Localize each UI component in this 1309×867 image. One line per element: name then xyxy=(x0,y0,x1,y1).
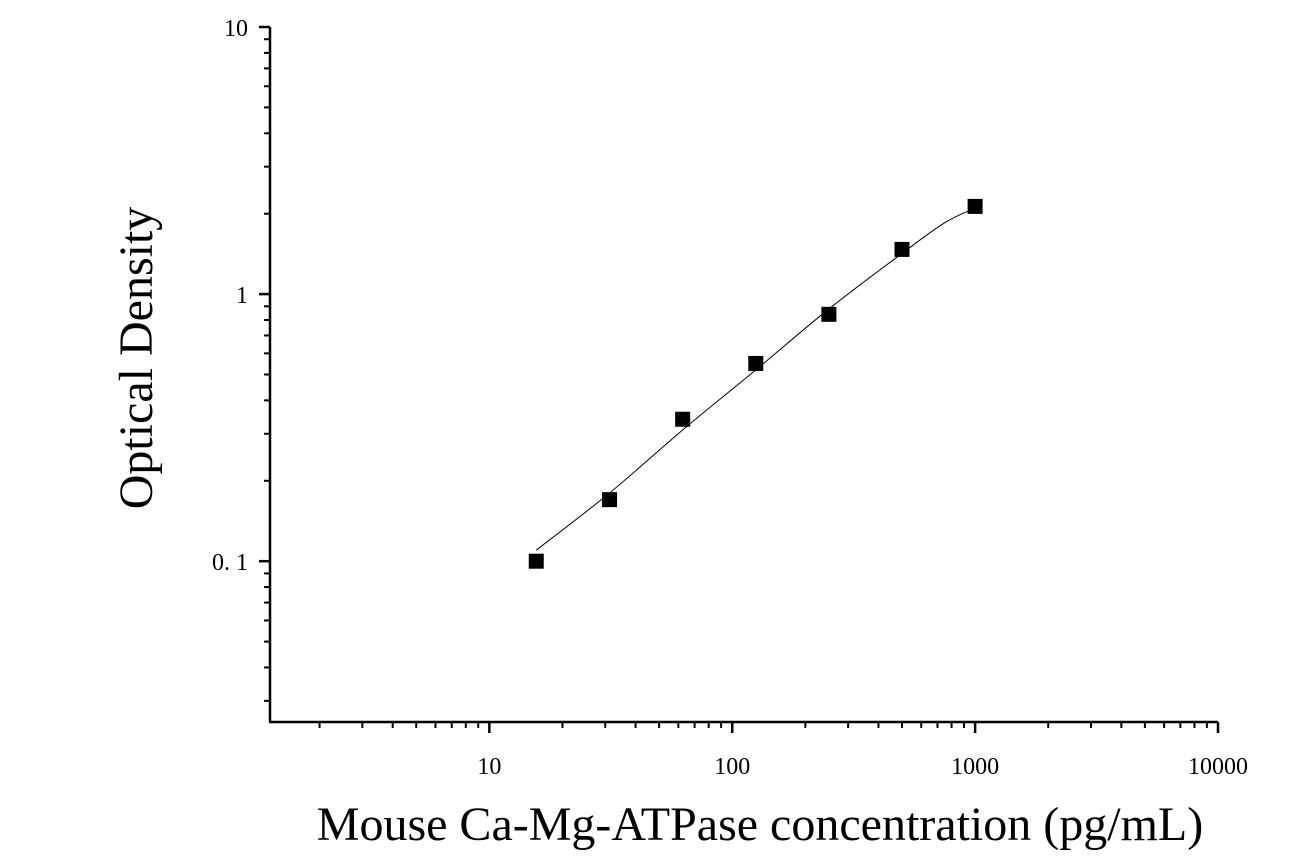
data-point xyxy=(894,241,910,257)
y-axis-title: Optical Density xyxy=(110,207,163,510)
data-point xyxy=(528,553,544,569)
x-tick-labels: 10 100 1000 10000 xyxy=(477,754,1248,780)
y-tick-label: 0. 1 xyxy=(212,550,248,576)
data-point xyxy=(675,411,691,427)
x-major-ticks xyxy=(488,722,1220,733)
y-tick-labels: 0. 1 1 10 xyxy=(212,16,248,576)
x-tick-label: 10 xyxy=(477,754,501,780)
data-point xyxy=(967,198,983,214)
data-points xyxy=(528,198,983,569)
fit-curve xyxy=(535,207,976,551)
x-axis-title: Mouse Ca-Mg-ATPase concentration (pg/mL) xyxy=(317,798,1203,851)
data-point xyxy=(821,306,837,322)
x-tick-label: 10000 xyxy=(1188,754,1248,780)
data-point xyxy=(602,492,618,508)
data-point xyxy=(748,355,764,371)
y-major-ticks xyxy=(259,25,270,563)
x-tick-label: 100 xyxy=(714,754,750,780)
x-tick-label: 1000 xyxy=(951,754,999,780)
y-tick-label: 10 xyxy=(224,16,248,42)
y-tick-label: 1 xyxy=(236,283,248,309)
x-minor-ticks xyxy=(318,722,1208,728)
